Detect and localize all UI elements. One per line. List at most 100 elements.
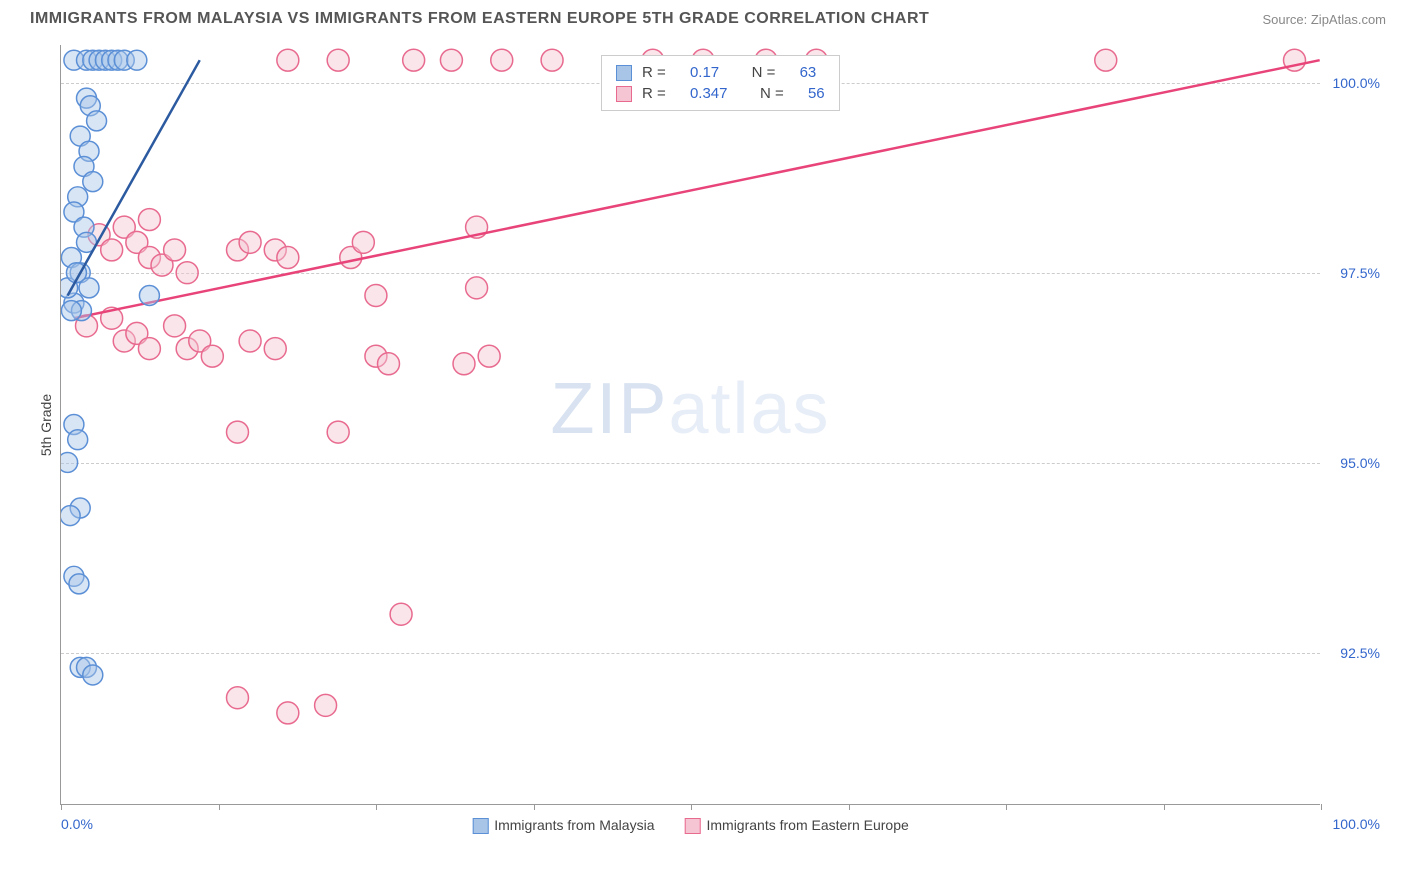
scatter-svg xyxy=(61,45,1320,804)
x-tick xyxy=(376,804,377,810)
eastern-europe-point xyxy=(453,353,475,375)
eastern-europe-point xyxy=(76,315,98,337)
stats-row-eastern-europe: R = 0.347 N = 56 xyxy=(616,83,825,104)
eastern-europe-point xyxy=(138,338,160,360)
malaysia-point xyxy=(64,50,84,70)
gridline xyxy=(61,463,1320,464)
malaysia-point xyxy=(61,301,81,321)
x-tick xyxy=(219,804,220,810)
x-max-label: 100.0% xyxy=(1333,816,1380,832)
malaysia-point xyxy=(71,301,91,321)
malaysia-point xyxy=(108,50,128,70)
eastern-europe-point xyxy=(403,49,425,71)
eastern-europe-point xyxy=(541,49,563,71)
watermark: ZIPatlas xyxy=(550,368,830,450)
legend-item-malaysia: Immigrants from Malaysia xyxy=(472,817,654,834)
chart-title: IMMIGRANTS FROM MALAYSIA VS IMMIGRANTS F… xyxy=(30,10,929,28)
y-tick-label: 95.0% xyxy=(1340,455,1380,471)
malaysia-point xyxy=(77,232,97,252)
malaysia-point xyxy=(61,506,80,526)
stats-legend: R = 0.17 N = 63 R = 0.347 N = 56 xyxy=(601,55,840,111)
eastern-europe-point xyxy=(277,49,299,71)
eastern-europe-point xyxy=(327,421,349,443)
malaysia-point xyxy=(95,50,115,70)
malaysia-point xyxy=(77,50,97,70)
x-tick xyxy=(61,804,62,810)
source-label: Source: ZipAtlas.com xyxy=(1262,12,1386,27)
eastern-europe-point xyxy=(239,231,261,253)
malaysia-point xyxy=(74,156,94,176)
malaysia-point xyxy=(77,657,97,677)
gridline xyxy=(61,273,1320,274)
eastern-europe-point xyxy=(340,247,362,269)
eastern-europe-point xyxy=(113,330,135,352)
eastern-europe-point xyxy=(101,307,123,329)
x-tick xyxy=(849,804,850,810)
eastern-europe-point xyxy=(113,216,135,238)
malaysia-point xyxy=(79,278,99,298)
eastern-europe-point xyxy=(315,694,337,716)
malaysia-point xyxy=(83,50,103,70)
malaysia-point xyxy=(80,96,100,116)
eastern-europe-point xyxy=(491,49,513,71)
malaysia-point xyxy=(69,574,89,594)
eastern-europe-point xyxy=(201,345,223,367)
malaysia-point xyxy=(61,248,81,268)
eastern-europe-point xyxy=(1095,49,1117,71)
eastern-europe-point xyxy=(88,224,110,246)
eastern-europe-point xyxy=(378,353,400,375)
stats-row-malaysia: R = 0.17 N = 63 xyxy=(616,62,825,83)
eastern-europe-point xyxy=(164,315,186,337)
x-tick xyxy=(1006,804,1007,810)
eastern-europe-point xyxy=(101,239,123,261)
malaysia-point xyxy=(77,88,97,108)
malaysia-point xyxy=(79,141,99,161)
gridline xyxy=(61,653,1320,654)
eastern-europe-point xyxy=(466,277,488,299)
y-tick-label: 97.5% xyxy=(1340,265,1380,281)
malaysia-point xyxy=(83,172,103,192)
bottom-legend: Immigrants from Malaysia Immigrants from… xyxy=(472,817,909,834)
x-min-label: 0.0% xyxy=(61,816,93,832)
malaysia-point xyxy=(127,50,147,70)
eastern-europe-point xyxy=(277,702,299,724)
malaysia-point xyxy=(89,50,109,70)
x-tick xyxy=(534,804,535,810)
eastern-europe-point xyxy=(138,247,160,269)
eastern-europe-point xyxy=(239,330,261,352)
eastern-europe-point xyxy=(1284,49,1306,71)
eastern-europe-point xyxy=(264,239,286,261)
x-tick xyxy=(1164,804,1165,810)
eastern-europe-point xyxy=(264,338,286,360)
eastern-europe-point xyxy=(466,216,488,238)
eastern-europe-point xyxy=(126,322,148,344)
malaysia-point xyxy=(139,285,159,305)
malaysia-trendline xyxy=(68,60,200,295)
plot-area: ZIPatlas R = 0.17 N = 63 R = 0.347 N = 5… xyxy=(60,45,1320,805)
eastern-europe-point xyxy=(189,330,211,352)
malaysia-point xyxy=(64,566,84,586)
eastern-europe-point xyxy=(390,603,412,625)
malaysia-point xyxy=(87,111,107,131)
malaysia-point xyxy=(68,187,88,207)
legend-item-eastern-europe: Immigrants from Eastern Europe xyxy=(684,817,908,834)
malaysia-point xyxy=(74,217,94,237)
malaysia-point xyxy=(70,126,90,146)
eastern-europe-point xyxy=(227,239,249,261)
eastern-europe-point xyxy=(277,247,299,269)
eastern-europe-point xyxy=(164,239,186,261)
y-axis-label: 5th Grade xyxy=(38,394,54,456)
eastern-europe-point xyxy=(327,49,349,71)
eastern-europe-point xyxy=(440,49,462,71)
malaysia-point xyxy=(64,202,84,222)
eastern-europe-point xyxy=(176,338,198,360)
chart-container: 5th Grade ZIPatlas R = 0.17 N = 63 R = 0… xyxy=(50,45,1370,805)
x-tick xyxy=(1321,804,1322,810)
malaysia-point xyxy=(64,293,84,313)
malaysia-point xyxy=(102,50,122,70)
y-tick-label: 100.0% xyxy=(1333,75,1380,91)
eastern-europe-point xyxy=(138,209,160,231)
malaysia-point xyxy=(68,430,88,450)
y-tick-label: 92.5% xyxy=(1340,645,1380,661)
eastern-europe-point xyxy=(365,345,387,367)
